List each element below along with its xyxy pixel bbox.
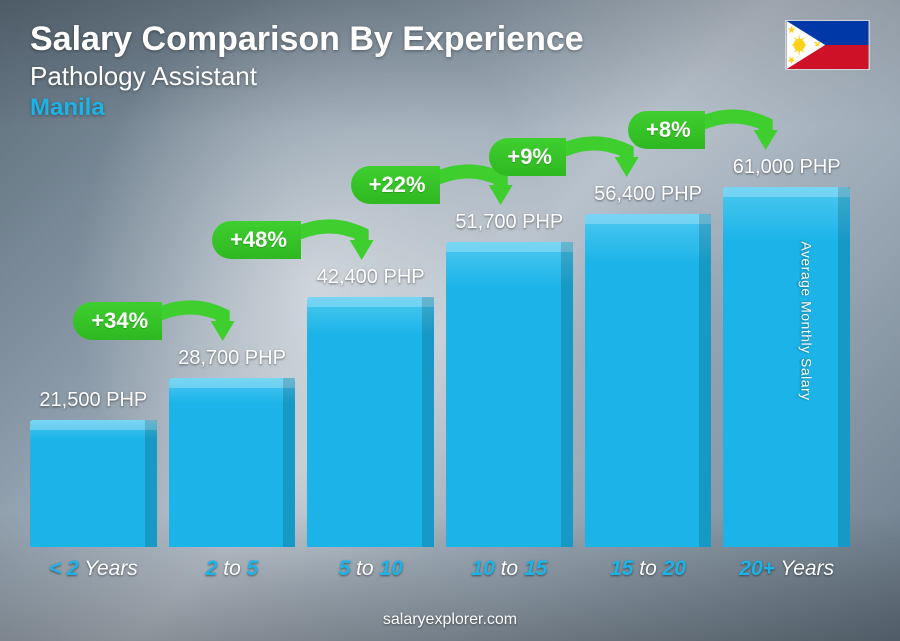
bar bbox=[307, 297, 434, 547]
bar bbox=[585, 214, 712, 547]
bar-value-label: 21,500 PHP bbox=[39, 389, 147, 412]
bar-value-label: 61,000 PHP bbox=[733, 156, 841, 179]
increase-arrow-icon bbox=[301, 218, 380, 262]
bar bbox=[446, 242, 573, 547]
bar bbox=[723, 187, 850, 547]
bar-value-label: 42,400 PHP bbox=[317, 266, 425, 289]
chart-title: Salary Comparison By Experience bbox=[30, 20, 870, 59]
increase-value: +9% bbox=[489, 138, 566, 176]
increase-badge: +9% bbox=[489, 135, 644, 179]
increase-value: +22% bbox=[351, 166, 440, 204]
bar-value-label: 51,700 PHP bbox=[455, 211, 563, 234]
increase-value: +48% bbox=[212, 221, 301, 259]
x-axis-label: 15 to 20 bbox=[585, 557, 712, 581]
increase-arrow-icon bbox=[705, 108, 784, 152]
x-axis-label: 2 to 5 bbox=[169, 557, 296, 581]
header: Salary Comparison By Experience Patholog… bbox=[30, 20, 870, 122]
bar-value-label: 28,700 PHP bbox=[178, 347, 286, 370]
bar bbox=[169, 378, 296, 547]
bar-group: 42,400 PHP bbox=[307, 266, 434, 547]
chart-subtitle: Pathology Assistant bbox=[30, 61, 870, 92]
chart-container: Salary Comparison By Experience Patholog… bbox=[0, 0, 900, 641]
increase-value: +8% bbox=[628, 111, 705, 149]
x-axis-label: 10 to 15 bbox=[446, 557, 573, 581]
bar-value-label: 56,400 PHP bbox=[594, 183, 702, 206]
bar-group: 61,000 PHP bbox=[723, 156, 850, 547]
increase-value: +34% bbox=[73, 302, 162, 340]
bar-group: 21,500 PHP bbox=[30, 389, 157, 547]
y-axis-label: Average Monthly Salary bbox=[798, 241, 814, 400]
bar-group: 56,400 PHP bbox=[585, 183, 712, 547]
footer-attribution: salaryexplorer.com bbox=[0, 611, 900, 629]
x-axis-label: 5 to 10 bbox=[307, 557, 434, 581]
bar-group: 28,700 PHP bbox=[169, 347, 296, 547]
x-axis-labels: < 2 Years 2 to 5 5 to 10 10 to 15 15 to 20 20… bbox=[30, 557, 850, 581]
bar bbox=[30, 420, 157, 547]
increase-badge: +48% bbox=[212, 218, 380, 262]
flag-icon bbox=[785, 20, 870, 70]
x-axis-label: < 2 Years bbox=[30, 557, 157, 581]
increase-badge: +34% bbox=[73, 299, 241, 343]
bar-group: 51,700 PHP bbox=[446, 211, 573, 547]
chart-area: 21,500 PHP 28,700 PHP 42,400 PHP 51,700 PHP… bbox=[30, 111, 850, 581]
increase-arrow-icon bbox=[162, 299, 241, 343]
x-axis-label: 20+ Years bbox=[723, 557, 850, 581]
increase-badge: +8% bbox=[628, 108, 783, 152]
